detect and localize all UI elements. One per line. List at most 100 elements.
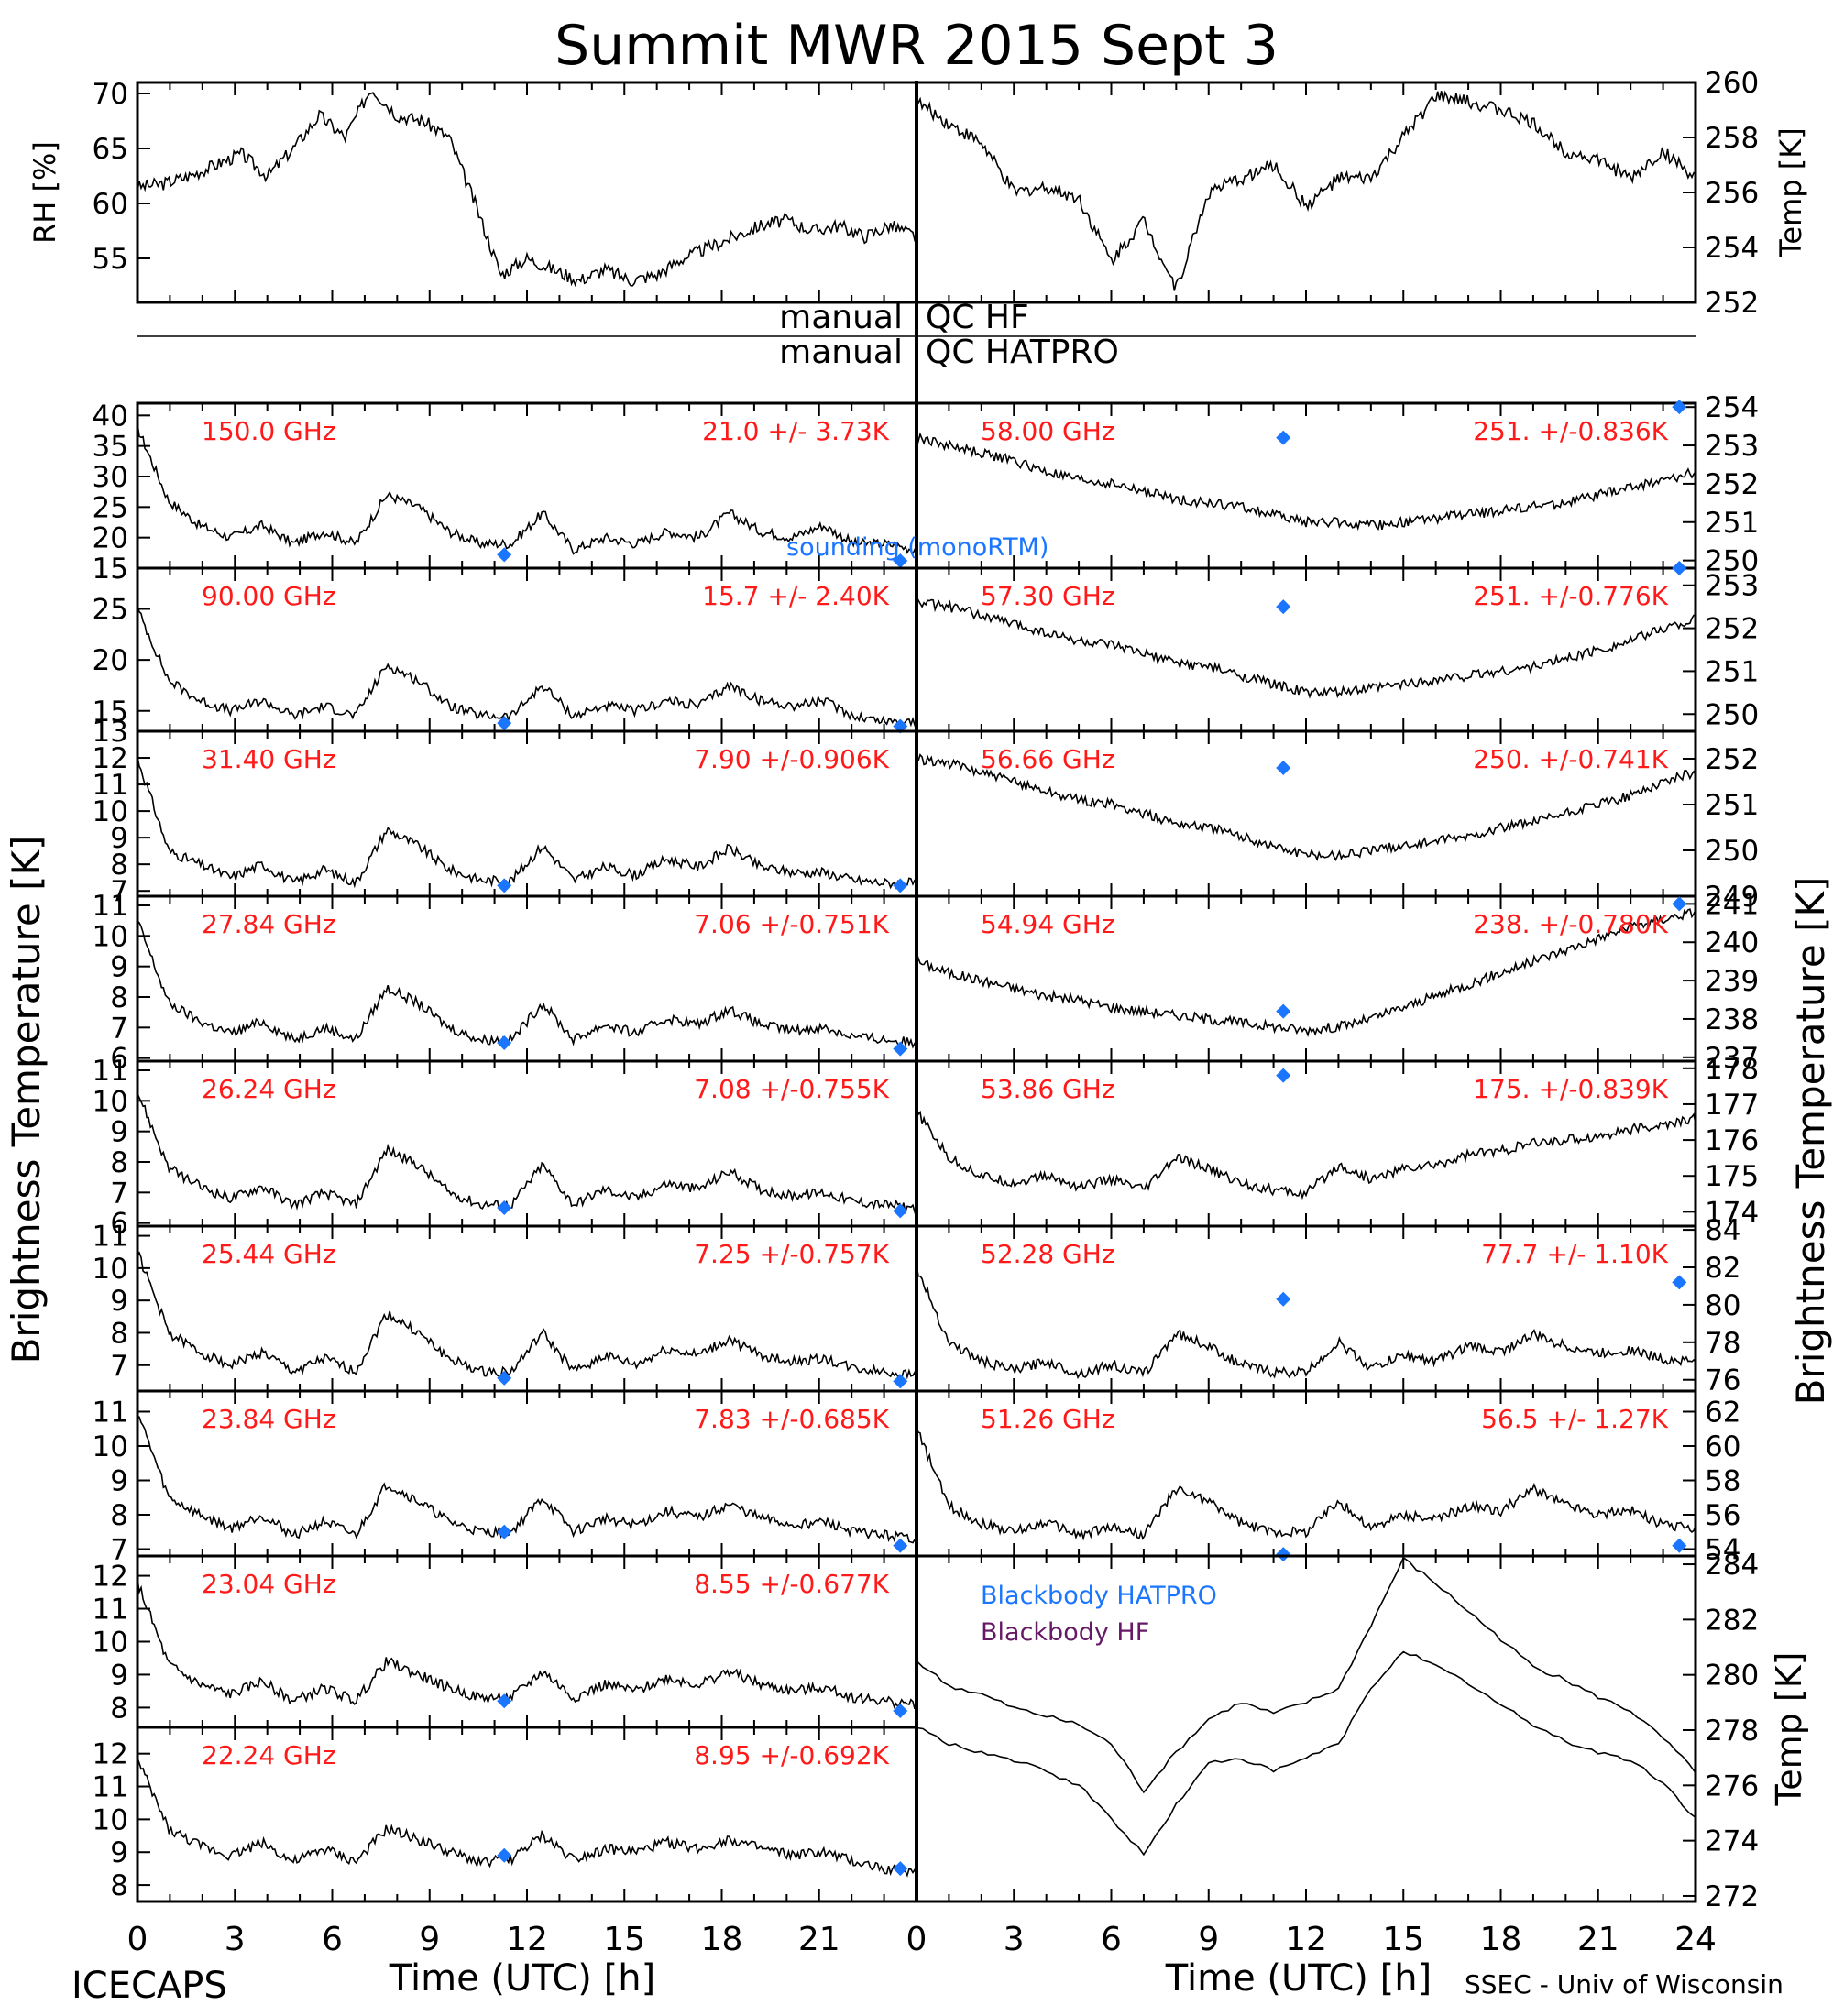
x-axis-title-left: Time (UTC) [h] bbox=[389, 1957, 655, 2000]
series-line-bb-1 bbox=[916, 1650, 1696, 1857]
y-tick-label: 20 bbox=[93, 644, 128, 677]
qc-hatpro-manual-label: manual bbox=[779, 334, 903, 371]
panel-frame bbox=[136, 81, 918, 304]
y-tick-label: 60 bbox=[1705, 1430, 1740, 1463]
y-tick-label: 20 bbox=[93, 522, 128, 555]
channel-label: 25.44 GHz bbox=[202, 1239, 336, 1269]
y-tick-label: 237 bbox=[1705, 1042, 1759, 1075]
panel-temp: 252 254 256 258 260 Temp [K] bbox=[915, 67, 1808, 320]
series-line-c5386 bbox=[916, 1106, 1696, 1200]
y-tick-label: 25 bbox=[93, 491, 128, 524]
panel-bb: 272 274 276 278 280 282 284 Blackbody HATPRO Bla… bbox=[915, 1549, 1809, 1913]
y-tick-label: 177 bbox=[1705, 1089, 1759, 1122]
y-tick-label: 7 bbox=[110, 1177, 128, 1210]
y-tick-label: 9 bbox=[110, 1465, 128, 1498]
panel-c5730: 250 251 252 253 57.30 GHz 251. +/-0.776K bbox=[915, 561, 1759, 733]
series-line-c5730 bbox=[916, 598, 1696, 699]
y-tick-label: 35 bbox=[93, 431, 128, 464]
series-line-c5494 bbox=[916, 908, 1696, 1037]
y-tick-label: 258 bbox=[1705, 122, 1759, 155]
y-tick-label: 256 bbox=[1705, 177, 1759, 210]
y-tick-label: 15 bbox=[93, 696, 128, 729]
qc-hf-manual-label: manual bbox=[779, 299, 903, 336]
sounding-marker bbox=[1276, 761, 1291, 775]
channel-stats: 250. +/-0.741K bbox=[1473, 744, 1668, 774]
legend-entry: Blackbody HATPRO bbox=[981, 1582, 1217, 1610]
sounding-marker bbox=[497, 1693, 512, 1709]
series-line-bb-0 bbox=[916, 1556, 1696, 1794]
channel-label: 58.00 GHz bbox=[981, 416, 1115, 446]
sounding-marker bbox=[1672, 1275, 1687, 1290]
sounding-marker bbox=[893, 1203, 908, 1219]
sounding-marker bbox=[497, 1847, 512, 1863]
x-tick-label: 18 bbox=[701, 1921, 743, 1958]
y-tick-label: 65 bbox=[93, 133, 128, 166]
y-tick-label: 8 bbox=[110, 1317, 128, 1350]
x-tick-label: 9 bbox=[419, 1921, 440, 1958]
channel-stats: 251. +/-0.836K bbox=[1473, 416, 1668, 446]
y-tick-label: 9 bbox=[110, 951, 128, 984]
channel-stats: 8.55 +/-0.677K bbox=[694, 1569, 889, 1599]
y-tick-label: 251 bbox=[1705, 507, 1759, 540]
series-line-rh bbox=[137, 92, 917, 288]
panel-y-label: Temp [K] bbox=[1773, 127, 1808, 257]
y-tick-label: 58 bbox=[1705, 1465, 1740, 1498]
y-tick-label: 253 bbox=[1705, 570, 1759, 603]
x-axes: 0 3 6 9 12 15 18 21 0 3 6 9 12 15 18 21 24 bbox=[127, 1921, 1717, 1958]
series-line-c5228 bbox=[916, 1264, 1696, 1380]
sounding-marker bbox=[1672, 1538, 1687, 1553]
y-tick-label: 251 bbox=[1705, 789, 1759, 822]
series-line-c2784 bbox=[137, 920, 917, 1049]
x-axis-title-right: Time (UTC) [h] bbox=[1165, 1957, 1432, 2000]
sounding-marker bbox=[1672, 561, 1687, 575]
y-tick-label: 70 bbox=[93, 78, 128, 111]
channel-stats: 175. +/-0.839K bbox=[1473, 1074, 1668, 1104]
y-tick-label: 55 bbox=[93, 243, 128, 276]
y-tick-label: 252 bbox=[1705, 613, 1759, 646]
y-tick-label: 252 bbox=[1705, 743, 1759, 776]
y-tick-label: 11 bbox=[93, 1055, 128, 1088]
y-tick-label: 10 bbox=[93, 1430, 128, 1463]
right-y-axis-title: Brightness Temperature [K] bbox=[1788, 877, 1833, 1406]
x-tick-label: 21 bbox=[798, 1921, 840, 1958]
y-tick-label: 12 bbox=[93, 742, 128, 775]
sounding-marker bbox=[1276, 1003, 1291, 1019]
y-tick-label: 176 bbox=[1705, 1124, 1759, 1157]
channel-label: 23.04 GHz bbox=[202, 1569, 336, 1599]
y-tick-label: 56 bbox=[1705, 1499, 1740, 1532]
y-tick-label: 30 bbox=[93, 461, 128, 494]
x-tick-label: 15 bbox=[1382, 1921, 1424, 1958]
channel-label: 56.66 GHz bbox=[981, 744, 1115, 774]
y-tick-label: 276 bbox=[1705, 1769, 1759, 1802]
panel-c9000: 15 20 25 90.00 GHz 15.7 +/- 2.40K bbox=[93, 566, 918, 734]
sounding-marker bbox=[893, 718, 908, 734]
y-tick-label: 11 bbox=[93, 1397, 128, 1430]
y-tick-label: 8 bbox=[110, 1692, 128, 1725]
channel-label: 31.40 GHz bbox=[202, 744, 336, 774]
panel-c5800: 250 251 252 253 254 58.00 GHz 251. +/-0.836K bbox=[915, 391, 1759, 578]
left-y-axis-title: Brightness Temperature [K] bbox=[4, 836, 49, 1364]
panel-rh: 55 60 65 70 RH [%] bbox=[27, 78, 918, 304]
y-tick-label: 13 bbox=[93, 716, 128, 749]
series-line-c5126 bbox=[916, 1426, 1696, 1541]
y-tick-label: 250 bbox=[1705, 698, 1759, 731]
y-tick-label: 175 bbox=[1705, 1160, 1759, 1193]
y-tick-label: 7 bbox=[110, 875, 128, 908]
y-tick-label: 284 bbox=[1705, 1549, 1759, 1582]
panel-c5494: 237 238 239 240 241 54.94 GHz 238. +/-0.780K bbox=[915, 888, 1759, 1075]
y-tick-label: 174 bbox=[1705, 1196, 1759, 1229]
y-tick-label: 78 bbox=[1705, 1327, 1740, 1360]
sounding-marker bbox=[1276, 430, 1291, 445]
channel-stats: 15.7 +/- 2.40K bbox=[702, 581, 889, 611]
y-tick-label: 249 bbox=[1705, 881, 1759, 914]
x-tick-label: 9 bbox=[1198, 1921, 1219, 1958]
y-tick-label: 9 bbox=[110, 1116, 128, 1149]
y-tick-label: 10 bbox=[93, 920, 128, 953]
